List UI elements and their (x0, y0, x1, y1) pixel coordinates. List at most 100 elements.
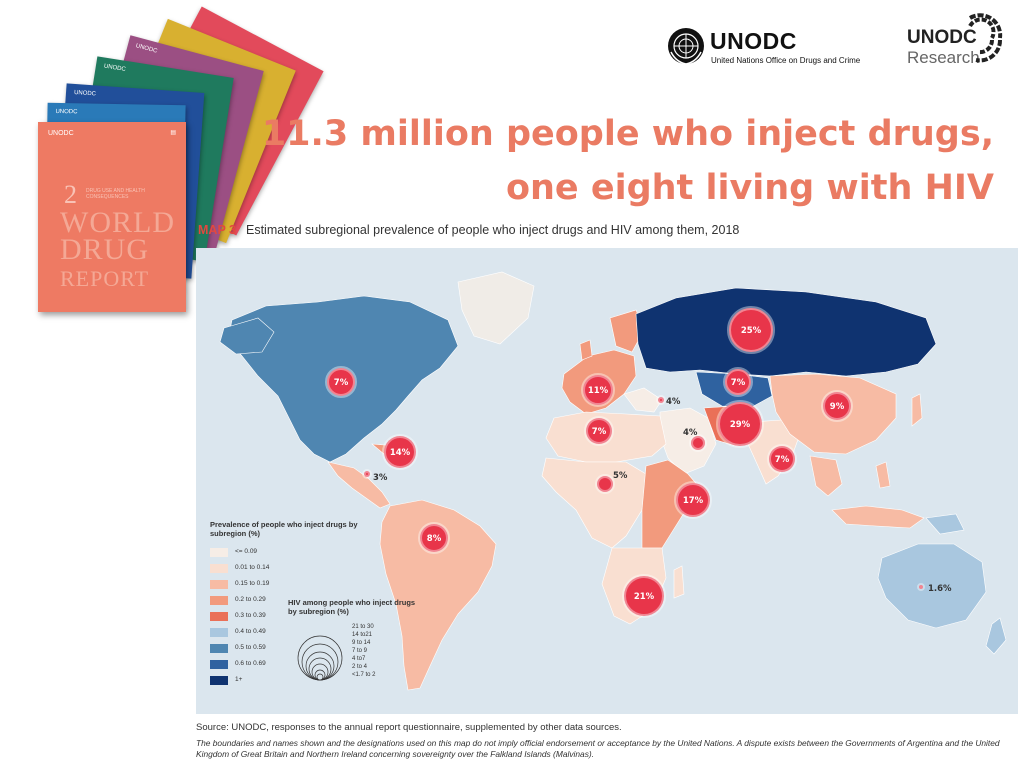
hiv-legend-title: HIV among people who inject drugs by sub… (288, 598, 416, 616)
legend-label: 0.5 to 0.59 (235, 644, 266, 651)
cover-logo-text: UNODC (55, 108, 78, 116)
report-cover-main: UNODC ▤ 2 DRUG USE AND HEALTH CONSEQUENC… (38, 122, 186, 312)
hiv-label-eastern-europe: 25% (741, 326, 762, 336)
hiv-label-east-asia: 9% (830, 402, 845, 412)
hiv-label-western-europe: 11% (588, 386, 609, 396)
legend-title: Prevalence of people who inject drugs by… (210, 520, 358, 538)
legend-swatch (210, 564, 228, 573)
hiv-legend-circles (297, 635, 343, 681)
un-emblem-icon (668, 28, 704, 65)
research-logo-sub: Research (907, 48, 980, 67)
legend-swatch (210, 628, 228, 637)
hiv-legend-label: 7 to 9 (352, 648, 368, 654)
region-new-zealand (985, 617, 1007, 655)
region-eastern-europe (635, 287, 937, 377)
slide-title-line-1: 11.3 million people who inject drugs, (261, 114, 994, 154)
unodc-name: UNODC (710, 28, 797, 54)
hiv-bubble-east-africa (674, 481, 712, 519)
map-number: MAP 3 (198, 223, 236, 237)
map-legend: Prevalence of people who inject drugs by… (210, 520, 470, 700)
hiv-bubble-southern-africa (622, 574, 666, 618)
map-disclaimer: The boundaries and names shown and the d… (196, 738, 1000, 759)
cover-corner-logo: ▤ (170, 130, 176, 136)
region-australia (877, 543, 987, 629)
legend-swatch (210, 596, 228, 605)
hiv-label-west-africa: 5% (613, 471, 628, 481)
legend-label: 0.15 to 0.19 (235, 580, 270, 587)
legend-swatch (210, 580, 228, 589)
hiv-label-south-east-europe: 4% (666, 397, 681, 407)
cover-word-drug: DRUG (60, 233, 150, 266)
cover-logo-text: UNODC (103, 63, 127, 73)
cover-word-report: REPORT (60, 266, 150, 291)
hiv-bubble-eastern-europe (727, 306, 775, 354)
region-papua (925, 513, 965, 535)
hiv-bubble-east-asia (821, 390, 853, 422)
legend-label: 0.2 to 0.29 (235, 596, 266, 603)
hiv-bubbles-layer: 25% 7% 11% 7% 9% 29% 7% 7% 14% 17% 8% 21… (325, 306, 952, 618)
region-madagascar (673, 565, 685, 599)
hiv-label-south-america: 8% (427, 534, 442, 544)
hiv-label-oceania: 1.6% (928, 584, 952, 594)
hiv-bubble-north-africa (584, 416, 614, 446)
unodc-full-name: United Nations Office on Drugs and Crime (711, 56, 861, 65)
hiv-label-east-africa: 17% (683, 496, 704, 506)
hiv-bubble-oceania (917, 583, 925, 591)
hiv-legend-label: <1.7 to 2 (352, 672, 376, 678)
legend-label: 0.01 to 0.14 (235, 564, 270, 571)
hiv-label-southern-africa: 21% (634, 592, 655, 602)
unodc-logo: UNODC United Nations Office on Drugs and… (666, 26, 876, 70)
hiv-bubble-western-europe (581, 373, 615, 407)
legend-label: 0.6 to 0.69 (235, 660, 266, 667)
map-caption: MAP 3 Estimated subregional prevalence of… (198, 223, 739, 237)
hiv-label-south-asia: 7% (775, 455, 790, 465)
unodc-research-logo: UNODC Research (906, 10, 1006, 68)
research-arcs-icon (968, 13, 1003, 63)
hiv-bubble-south-america (418, 522, 450, 554)
hiv-bubble-south-east-europe (656, 395, 666, 405)
legend-label: 0.3 to 0.39 (235, 612, 266, 619)
hiv-legend-label: 14 to21 (352, 632, 373, 638)
hiv-bubble-north-america (325, 366, 357, 398)
hiv-label-caribbean: 14% (390, 448, 411, 458)
region-indonesia (831, 505, 925, 529)
hiv-label-central-america: 3% (373, 473, 388, 483)
research-logo-name: UNODC (907, 27, 977, 48)
region-greenland (457, 271, 535, 345)
hiv-bubble-south-west-asia (716, 400, 764, 448)
hiv-label-south-west-asia: 29% (730, 420, 751, 430)
hiv-label-north-america: 7% (334, 378, 349, 388)
hiv-label-north-africa: 7% (592, 427, 607, 437)
legend-label: 1+ (235, 676, 243, 683)
region-south-east-europe (623, 387, 663, 413)
legend-swatch (210, 660, 228, 669)
legend-swatch (210, 548, 228, 557)
cover-logo-text: UNODC (48, 130, 74, 137)
hiv-label-middle-east: 4% (683, 428, 698, 438)
hiv-bubble-central-asia (723, 367, 753, 397)
region-south-east-asia (809, 455, 843, 497)
map-source-note: Source: UNODC, responses to the annual r… (196, 722, 622, 733)
hiv-label-central-asia: 7% (731, 378, 746, 388)
hiv-bubble-south-asia (767, 444, 797, 474)
region-alaska (219, 317, 275, 355)
map-caption-text: Estimated subregional prevalence of peop… (245, 223, 740, 237)
legend-label: 0.4 to 0.49 (235, 628, 266, 635)
region-central-america (327, 461, 391, 509)
legend-label: <= 0.09 (235, 548, 258, 555)
cover-booklet-subtitle: DRUG USE AND HEALTH CONSEQUENCES (86, 188, 145, 200)
hiv-legend-label: 2 to 4 (352, 664, 368, 670)
cover-logo-text: UNODC (135, 43, 158, 55)
hiv-legend-label: 21 to 30 (352, 624, 374, 630)
slide-title-line-2: one eight living with HIV (505, 168, 994, 208)
region-uk (579, 339, 593, 361)
cover-booklet-number: 2 (64, 180, 77, 209)
world-map: 25% 7% 11% 7% 9% 29% 7% 7% 14% 17% 8% 21… (196, 248, 1018, 714)
region-south-america (379, 499, 497, 691)
hiv-bubble-central-america (362, 469, 372, 479)
region-west-africa (541, 457, 647, 549)
hiv-legend-label: 4 to7 (352, 656, 366, 662)
hiv-bubble-west-africa (595, 474, 615, 494)
region-east-africa (641, 459, 701, 549)
legend-swatch (210, 644, 228, 653)
